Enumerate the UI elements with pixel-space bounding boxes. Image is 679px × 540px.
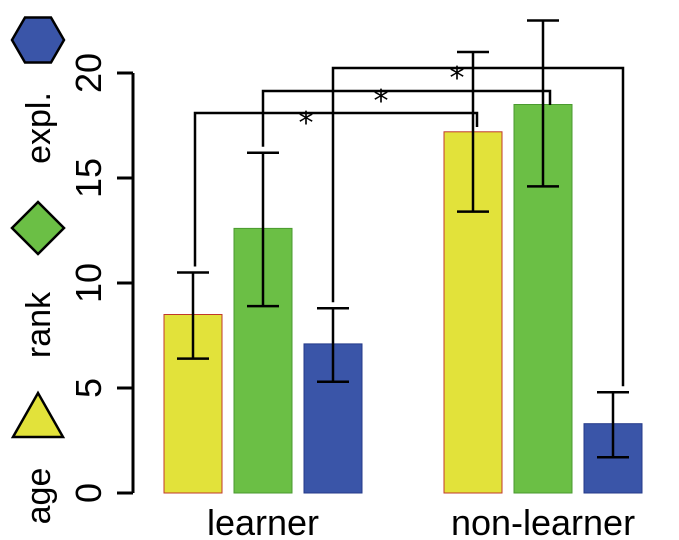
bars [163, 104, 643, 494]
error-bars [177, 19, 629, 459]
diamond-icon [10, 200, 66, 256]
triangle-icon [10, 390, 66, 439]
x-tick-label: non-learner [451, 502, 635, 540]
legend-label-expl: expl. [20, 92, 58, 164]
y-tick-label: 0 [68, 483, 109, 503]
legend: age rank expl. [10, 16, 66, 525]
y-axis: 0 5 10 15 20 [68, 53, 135, 503]
significance-bracket [261, 89, 552, 147]
x-axis-labels: learner non-learner [207, 502, 635, 540]
significance-brackets: * * * [193, 61, 625, 387]
hexagon-icon [10, 16, 66, 64]
x-tick-label: learner [207, 502, 319, 540]
y-tick-label: 15 [68, 158, 109, 198]
significance-star: * [374, 84, 389, 119]
y-tick-label: 20 [68, 53, 109, 93]
significance-bracket [193, 111, 479, 267]
legend-label-age: age [20, 468, 58, 525]
y-tick-label: 10 [68, 263, 109, 303]
significance-bracket [331, 66, 625, 387]
y-tick-label: 5 [68, 378, 109, 398]
significance-star: * [450, 61, 465, 96]
legend-label-rank: rank [20, 291, 58, 358]
significance-star: * [299, 106, 314, 141]
